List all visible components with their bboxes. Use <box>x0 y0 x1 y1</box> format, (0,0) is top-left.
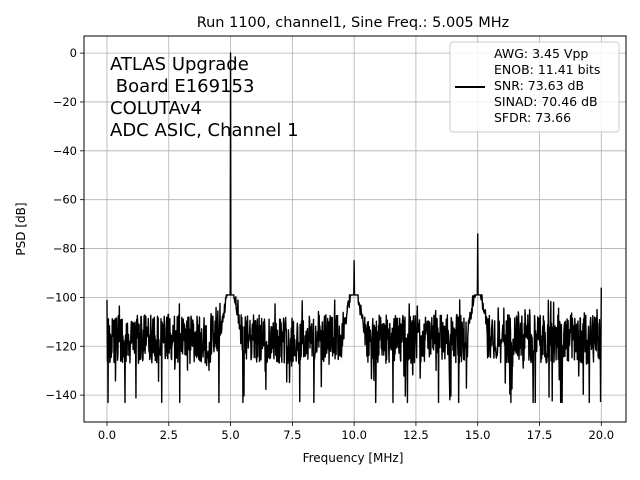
y-tick-label: −80 <box>53 242 77 256</box>
x-tick-label: 5.0 <box>221 428 239 442</box>
x-tick-label: 17.5 <box>527 428 553 442</box>
x-tick-label: 10.0 <box>341 428 367 442</box>
ticks: 0.0 2.5 5.0 7.5 10.0 12.5 15.0 17.5 20.0 0 −20 −40 −… <box>45 46 614 442</box>
y-tick-label: −120 <box>45 339 77 353</box>
x-tick-label: 7.5 <box>283 428 301 442</box>
annotation-text: ATLAS Upgrade Board E169153 COLUTAv4 ADC… <box>110 54 299 141</box>
legend-entry: ENOB: 11.41 bits <box>494 62 600 77</box>
y-axis-label: PSD [dB] <box>14 202 28 255</box>
x-tick-label: 2.5 <box>160 428 178 442</box>
y-tick-label: −60 <box>53 193 77 207</box>
data-layer <box>106 52 602 404</box>
chart-title: Run 1100, channel1, Sine Freq.: 5.005 MH… <box>197 15 510 31</box>
annotation-line: COLUTAv4 <box>110 98 202 119</box>
annotation-line: ADC ASIC, Channel 1 <box>110 120 299 141</box>
legend-box <box>449 41 620 133</box>
annotation-line: ATLAS Upgrade <box>110 54 249 75</box>
x-tick-label: 12.5 <box>403 428 429 442</box>
x-axis-label: Frequency [MHz] <box>303 451 404 465</box>
x-tick-label: 0.0 <box>98 428 116 442</box>
y-tick-label: −20 <box>53 95 77 109</box>
psd-trace <box>106 52 602 404</box>
y-tick-label: −100 <box>45 290 77 304</box>
annotation-line: Board E169153 <box>110 76 254 97</box>
legend-entry: SNR: 73.63 dB <box>494 78 584 93</box>
plot-frame <box>83 35 627 423</box>
x-tick-label: 15.0 <box>465 428 491 442</box>
y-tick-label: −140 <box>45 388 77 402</box>
legend: AWG: 3.45 Vpp ENOB: 11.41 bits SNR: 73.6… <box>449 41 620 133</box>
legend-entry: SINAD: 70.46 dB <box>494 94 598 109</box>
legend-entry: AWG: 3.45 Vpp <box>494 46 588 61</box>
x-tick-label: 20.0 <box>588 428 614 442</box>
y-tick-label: 0 <box>70 46 77 60</box>
legend-entry: SFDR: 73.66 <box>494 110 571 125</box>
y-tick-label: −40 <box>53 144 77 158</box>
